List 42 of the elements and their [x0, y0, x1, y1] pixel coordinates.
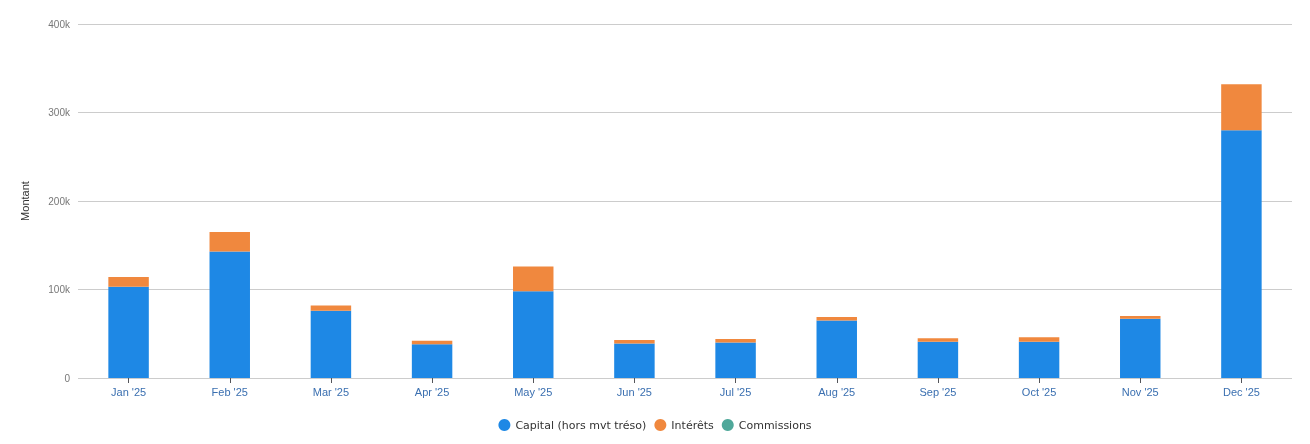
bar [1221, 130, 1262, 378]
y-tick-label: 200k [48, 195, 71, 207]
x-tick-label: Jul '25 [719, 385, 752, 398]
bar [917, 341, 959, 378]
bar [411, 344, 453, 378]
legend-label: Commissions [738, 418, 812, 432]
x-tick-label: Jan '25 [111, 385, 147, 398]
y-tick-label: 300k [48, 107, 71, 118]
bar [310, 310, 352, 378]
bar [816, 320, 857, 378]
x-tick-label: May '25 [514, 385, 553, 398]
bar [614, 343, 655, 378]
x-tick-label: Dec '25 [1222, 385, 1260, 398]
bar [1120, 318, 1161, 378]
legend-label: Intérêts [671, 418, 715, 432]
bar [310, 305, 352, 311]
y-tick-label: 0 [64, 372, 71, 384]
bar [1221, 84, 1262, 131]
x-tick-label: Sep '25 [919, 385, 957, 398]
bar [108, 277, 149, 287]
bar [1018, 341, 1060, 378]
bar [715, 342, 756, 378]
bar [513, 291, 554, 378]
bar [513, 266, 554, 292]
bar [715, 339, 756, 343]
bar [1120, 316, 1161, 319]
x-tick-label: Apr '25 [414, 385, 450, 398]
y-tick-label: 400k [48, 18, 71, 30]
y-tick-label: 100k [48, 284, 71, 295]
bar [1018, 337, 1060, 342]
y-axis-title: Montant [18, 181, 31, 221]
x-tick-label: Feb '25 [211, 385, 248, 398]
legend-label: Capital (hors mvt tréso) [515, 418, 647, 432]
x-tick-label: Nov '25 [1121, 385, 1159, 398]
x-tick-label: Jun '25 [616, 385, 652, 398]
x-tick-label: Aug '25 [818, 385, 856, 398]
bar [108, 286, 149, 378]
bar [209, 231, 250, 252]
bar [209, 251, 250, 378]
bar [917, 338, 959, 342]
x-tick-label: Oct '25 [1021, 385, 1057, 398]
x-tick-label: Mar '25 [312, 385, 350, 398]
